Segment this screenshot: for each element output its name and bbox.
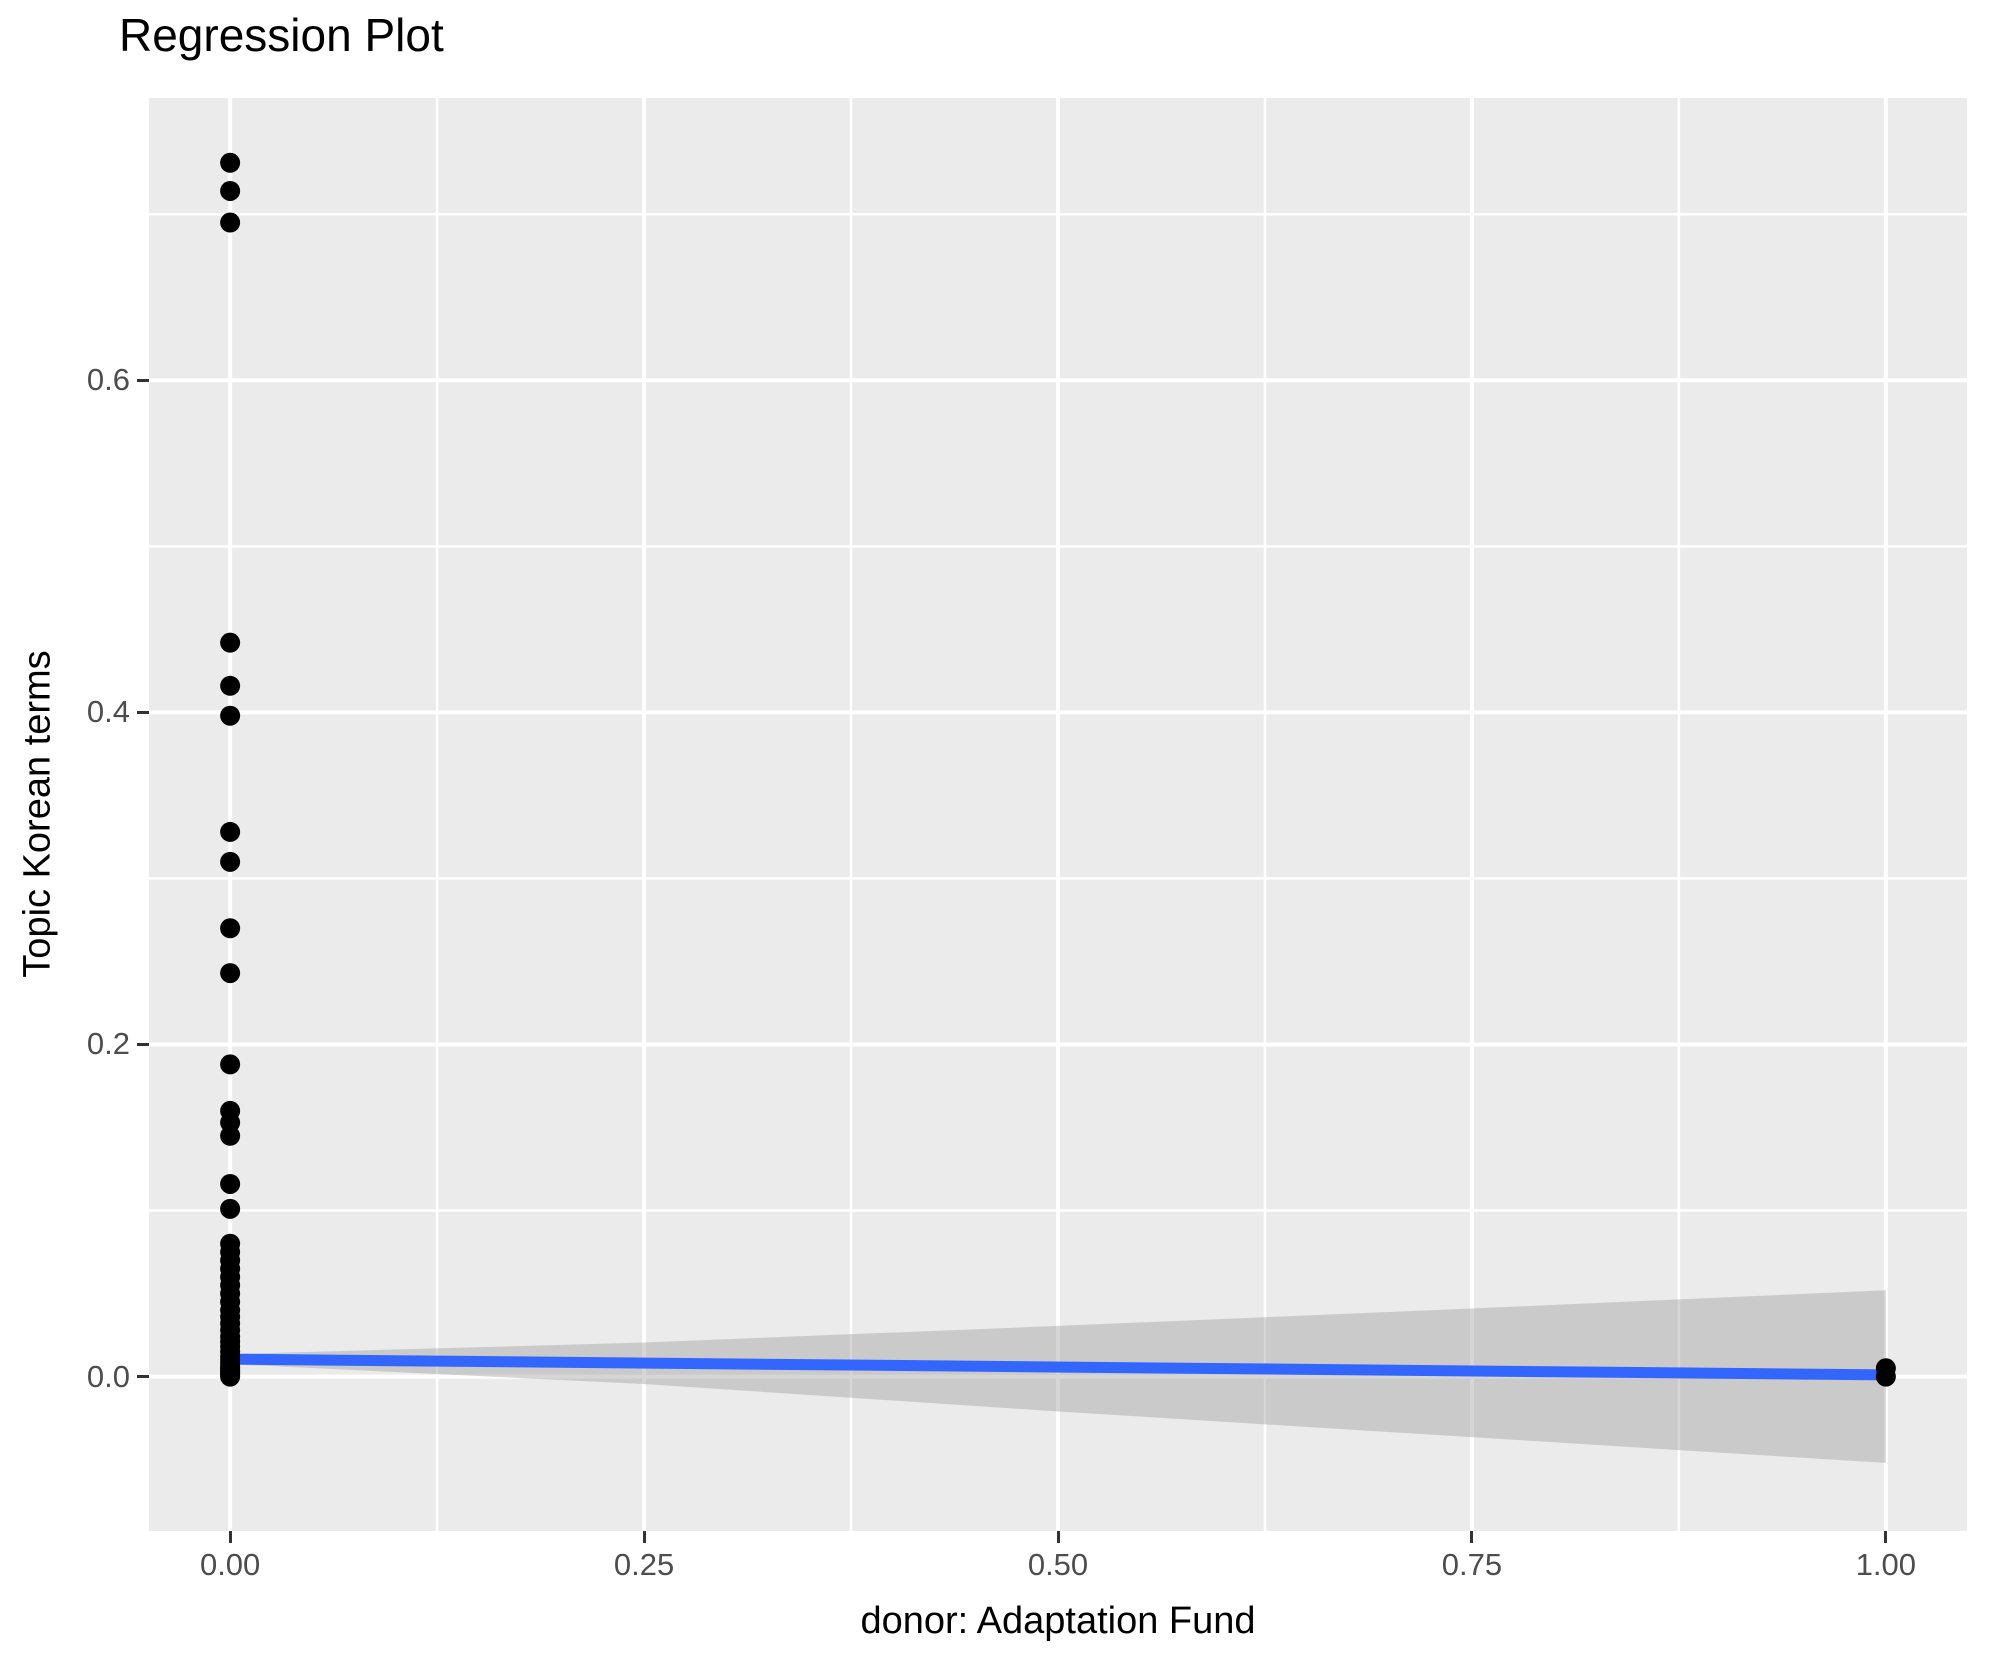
data-point <box>220 1173 241 1194</box>
scatter-points <box>220 152 1896 1387</box>
data-point <box>220 152 241 173</box>
y-tick-label: 0.0 <box>86 1358 130 1394</box>
y-tick-mark <box>137 378 149 382</box>
data-point <box>220 963 241 984</box>
y-tick-mark <box>137 1375 149 1379</box>
x-tick-label: 1.00 <box>1855 1547 1917 1582</box>
x-tick-label: 0.50 <box>1027 1547 1089 1582</box>
x-tick-mark <box>1884 1531 1888 1543</box>
data-point <box>220 705 241 726</box>
data-point <box>220 675 241 696</box>
x-tick-label: 0.00 <box>199 1547 261 1582</box>
x-tick-label: 0.25 <box>613 1547 675 1582</box>
data-point <box>220 851 241 872</box>
data-point <box>1875 1366 1896 1387</box>
data-point <box>220 1366 241 1387</box>
y-tick-label: 0.4 <box>86 694 130 730</box>
chart-canvas <box>149 98 1967 1531</box>
plot-panel <box>149 98 1967 1531</box>
x-tick-mark <box>1056 1531 1060 1543</box>
y-tick-mark <box>137 1042 149 1046</box>
x-tick-label: 0.75 <box>1441 1547 1503 1582</box>
data-point <box>220 821 241 842</box>
data-point <box>220 212 241 233</box>
x-axis-title: donor: Adaptation Fund <box>860 1600 1256 1642</box>
data-point <box>220 632 241 653</box>
data-point <box>220 1125 241 1146</box>
y-tick-label: 0.2 <box>86 1026 130 1062</box>
x-tick-mark <box>228 1531 232 1543</box>
regression-line <box>230 1353 1886 1381</box>
x-tick-mark <box>1470 1531 1474 1543</box>
plot-title: Regression Plot <box>119 9 444 61</box>
y-tick-label: 0.6 <box>86 362 130 398</box>
confidence-band <box>230 1290 1886 1463</box>
data-point <box>220 918 241 939</box>
data-point <box>220 180 241 201</box>
y-tick-mark <box>137 710 149 714</box>
data-point <box>220 1198 241 1219</box>
x-tick-mark <box>642 1531 646 1543</box>
y-axis-title: Topic Korean terms <box>16 650 59 978</box>
data-point <box>220 1054 241 1075</box>
